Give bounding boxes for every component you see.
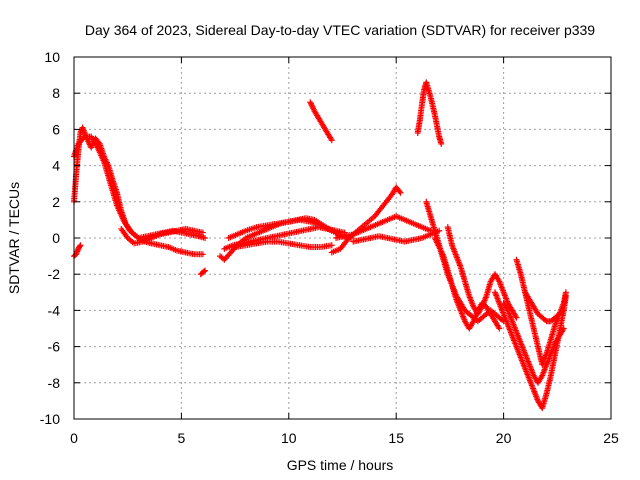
y-tick-label: -4: [48, 302, 61, 318]
y-tick-label: 6: [52, 121, 60, 137]
data-point: [562, 289, 569, 296]
data-point: [328, 137, 335, 144]
x-tick-label: 15: [388, 430, 404, 446]
data-point: [560, 325, 567, 332]
data-point: [200, 268, 207, 275]
data-point: [77, 242, 84, 249]
y-tick-label: 8: [52, 85, 60, 101]
y-axis-label: SDTVAR / TECUs: [6, 182, 22, 294]
data-point: [513, 314, 520, 321]
y-tick-label: 2: [52, 194, 60, 210]
x-tick-label: 20: [496, 430, 512, 446]
y-tick-label: 0: [52, 230, 60, 246]
y-tick-label: -2: [48, 266, 61, 282]
x-tick-label: 5: [178, 430, 186, 446]
x-tick-label: 25: [603, 430, 619, 446]
data-point: [202, 267, 209, 274]
x-tick-label: 10: [281, 430, 297, 446]
data-point: [202, 235, 209, 241]
y-tick-label: -8: [48, 375, 61, 391]
x-axis-label: GPS time / hours: [287, 457, 394, 473]
chart-title: Day 364 of 2023, Sidereal Day-to-day VTE…: [85, 22, 595, 38]
data-point: [396, 188, 403, 195]
data-point: [438, 140, 445, 147]
y-tick-label: 10: [44, 49, 60, 65]
data-point: [496, 325, 503, 332]
x-tick-label: 0: [70, 430, 78, 446]
axis-layer: 0 5 10 15 20 25 -10 -8 -6 -4 -2 0 2 4 6 8 10: [40, 49, 619, 446]
data-point: [199, 229, 206, 236]
data-point: [560, 307, 567, 314]
points-layer: [71, 79, 569, 412]
data-point: [397, 189, 404, 196]
data-point: [328, 242, 335, 249]
y-tick-label: 4: [52, 158, 60, 174]
y-tick-label: -10: [40, 411, 60, 427]
data-point: [76, 243, 83, 250]
y-tick-label: -6: [48, 339, 61, 355]
data-point: [199, 251, 206, 258]
